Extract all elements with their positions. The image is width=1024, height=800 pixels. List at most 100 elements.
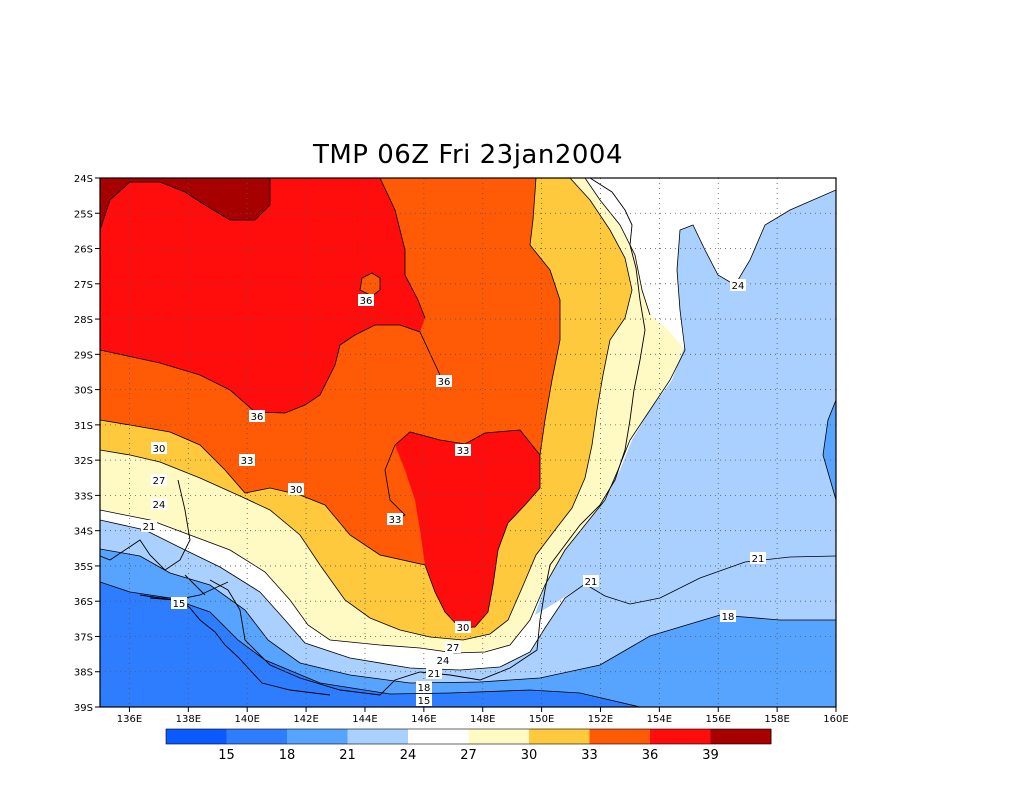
y-tick-label: 34S: [74, 527, 93, 538]
contour-label: 36: [249, 410, 265, 423]
contour-label: 21: [426, 667, 442, 680]
y-tick-label: 29S: [74, 350, 93, 361]
contour-label: 33: [239, 454, 255, 467]
svg-text:30: 30: [153, 444, 166, 455]
colorbar-label: 24: [400, 748, 417, 763]
colorbar-swatch: [166, 729, 227, 744]
x-tick-label: 138E: [176, 714, 201, 725]
contour-label: 36: [436, 375, 452, 388]
colorbar-swatch: [287, 729, 348, 744]
colorbar-swatch: [408, 729, 469, 744]
y-tick-label: 31S: [74, 421, 93, 432]
band-33-36-east: [318, 178, 560, 520]
colorbar-swatch: [710, 729, 772, 744]
x-tick-label: 158E: [764, 714, 789, 725]
ocean-18-21: [823, 400, 836, 500]
svg-text:33: 33: [389, 515, 402, 526]
contour-label: 24: [435, 654, 451, 667]
x-tick-label: 142E: [293, 714, 318, 725]
colorbar-label: 21: [339, 748, 356, 763]
svg-text:33: 33: [457, 446, 470, 457]
ocean-21-24: [535, 190, 836, 615]
contour-label: 33: [455, 444, 471, 457]
contour-label: 21: [141, 520, 157, 533]
svg-text:18: 18: [418, 683, 431, 694]
contour-label: 27: [151, 474, 167, 487]
colorbar-swatch: [347, 729, 409, 744]
svg-text:24: 24: [732, 281, 745, 292]
contour-label: 21: [750, 552, 766, 565]
y-tick-label: 24S: [74, 174, 93, 185]
svg-text:30: 30: [457, 623, 470, 634]
colorbar-label: 18: [279, 748, 296, 763]
x-axis-ticks: 136E 138E 140E 142E 144E 146E 148E 150E 152E 154E…: [117, 707, 849, 725]
colorbar-swatch: [650, 729, 711, 744]
svg-text:30: 30: [290, 485, 303, 496]
x-tick-label: 148E: [470, 714, 495, 725]
band-39-plus: [100, 178, 270, 230]
colorbar-swatch: [468, 729, 530, 744]
plot-frame: [99, 177, 837, 708]
svg-text:24: 24: [437, 656, 450, 667]
svg-text:36: 36: [438, 377, 451, 388]
y-tick-label: 33S: [74, 491, 93, 502]
y-axis-ticks: 24S 25S 26S 27S 28S 29S 30S 31S 32S 33S 34S 35S 36S 3…: [74, 174, 100, 714]
contour-label: 24: [730, 279, 746, 292]
contour-label: 21: [583, 575, 599, 588]
x-tick-label: 136E: [117, 714, 142, 725]
colorbar-swatch: [226, 729, 288, 744]
contour-label: 36: [358, 294, 374, 307]
contour-label: 24: [151, 498, 167, 511]
contour-label: 30: [455, 621, 471, 634]
x-tick-label: 154E: [647, 714, 672, 725]
colorbar-label: 39: [702, 748, 719, 763]
chart-title: TMP 06Z Fri 23jan2004: [312, 140, 624, 170]
colorbar-label: 30: [521, 748, 538, 763]
colorbar: 15 18 21 24 27 30 33 36 39: [165, 728, 772, 763]
y-tick-label: 37S: [74, 632, 93, 643]
contour-label: 15: [416, 694, 432, 707]
x-tick-label: 146E: [411, 714, 436, 725]
svg-text:36: 36: [251, 412, 264, 423]
svg-text:27: 27: [153, 476, 166, 487]
x-tick-label: 150E: [529, 714, 554, 725]
y-tick-label: 36S: [74, 597, 93, 608]
colorbar-label: 15: [218, 748, 235, 763]
x-tick-label: 160E: [823, 714, 848, 725]
svg-text:33: 33: [241, 456, 254, 467]
x-tick-label: 144E: [352, 714, 377, 725]
contour-label: 27: [445, 641, 461, 654]
y-tick-label: 38S: [74, 668, 93, 679]
contour-label: 30: [288, 483, 304, 496]
colorbar-label: 27: [460, 748, 477, 763]
colorbar-swatch: [589, 729, 651, 744]
contour-lines: [100, 178, 836, 707]
svg-text:24: 24: [153, 500, 166, 511]
contour-label: 15: [171, 597, 187, 610]
colorbar-label: 36: [642, 748, 659, 763]
contour-label: 33: [387, 513, 403, 526]
y-tick-label: 35S: [74, 562, 93, 573]
contour-label: 18: [720, 610, 736, 623]
svg-text:27: 27: [447, 643, 460, 654]
svg-text:21: 21: [585, 577, 598, 588]
contour-label: 18: [416, 681, 432, 694]
band-36-39: [100, 178, 540, 628]
svg-text:36: 36: [360, 296, 373, 307]
y-tick-label: 39S: [74, 703, 93, 714]
svg-text:18: 18: [722, 612, 735, 623]
y-tick-label: 30S: [74, 386, 93, 397]
y-tick-label: 26S: [74, 245, 93, 256]
svg-text:15: 15: [173, 599, 186, 610]
y-tick-label: 25S: [74, 209, 93, 220]
svg-text:21: 21: [143, 522, 156, 533]
y-tick-label: 27S: [74, 280, 93, 291]
x-tick-label: 156E: [706, 714, 731, 725]
colorbar-frame: [165, 728, 772, 745]
x-tick-label: 140E: [234, 714, 259, 725]
svg-text:21: 21: [428, 669, 441, 680]
svg-text:15: 15: [418, 696, 431, 707]
y-tick-label: 32S: [74, 456, 93, 467]
contour-labels: 36 36 36 33 33 33 30 30 30 27 27 24 24 24 21 21 21 21 18 18…: [141, 279, 766, 707]
